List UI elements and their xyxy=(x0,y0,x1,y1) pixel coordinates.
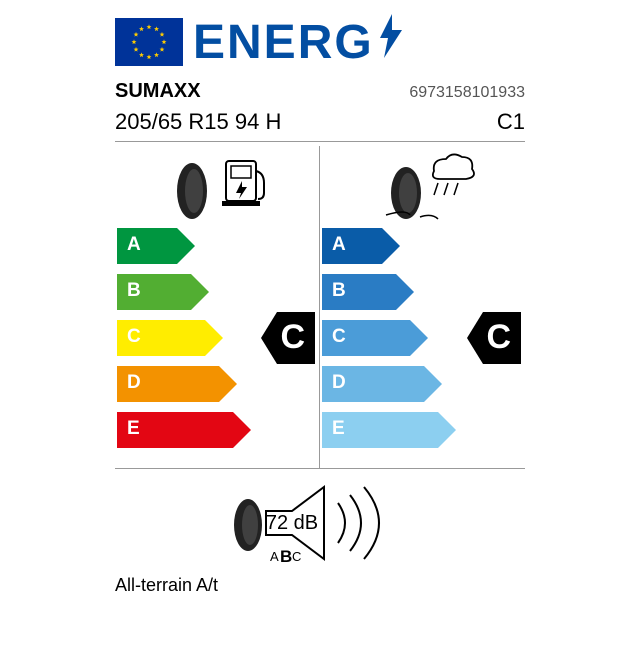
grade-arrow-c: C xyxy=(322,320,428,356)
grade-arrow-b: B xyxy=(117,274,209,310)
energy-text: ENERG xyxy=(193,15,374,70)
product-name: All-terrain A/t xyxy=(115,569,525,596)
grade-arrow-e: E xyxy=(322,412,456,448)
rating-panels: ABCDEC ABCDEC xyxy=(115,146,525,469)
brand-row: SUMAXX 6973158101933 xyxy=(115,78,525,103)
grade-arrow-d: D xyxy=(322,366,442,402)
noise-panel: 72 dB A B C xyxy=(115,469,525,569)
fuel-arrows: ABCDEC xyxy=(115,228,319,458)
eu-tyre-label: ENERG SUMAXX 6973158101933 205/65 R15 94… xyxy=(115,10,525,596)
rain-cloud-icon xyxy=(320,152,525,224)
fuel-pump-icon xyxy=(115,152,319,224)
rating-badge: C xyxy=(261,312,315,364)
spec-row: 205/65 R15 94 H C1 xyxy=(115,103,525,142)
header-logo: ENERG xyxy=(115,10,525,78)
grade-arrow-c: C xyxy=(117,320,223,356)
rating-badge: C xyxy=(467,312,521,364)
fuel-efficiency-panel: ABCDEC xyxy=(115,146,320,468)
wet-grip-panel: ABCDEC xyxy=(320,146,525,468)
svg-text:72 dB: 72 dB xyxy=(266,512,318,534)
brand-name: SUMAXX xyxy=(115,80,201,103)
tyre-spec: 205/65 R15 94 H xyxy=(115,109,281,135)
energy-wordmark: ENERG xyxy=(193,14,406,70)
wet-arrows: ABCDEC xyxy=(320,228,525,458)
grade-arrow-a: A xyxy=(117,228,195,264)
noise-icon: 72 dB A B C xyxy=(220,479,420,565)
svg-text:B: B xyxy=(280,547,292,565)
grade-arrow-b: B xyxy=(322,274,414,310)
tyre-class: C1 xyxy=(497,109,525,135)
grade-arrow-a: A xyxy=(322,228,400,264)
svg-text:C: C xyxy=(292,549,301,564)
grade-arrow-d: D xyxy=(117,366,237,402)
svg-text:A: A xyxy=(270,549,279,564)
bolt-icon xyxy=(376,14,406,70)
eu-flag-icon xyxy=(115,18,183,66)
product-ean: 6973158101933 xyxy=(409,84,525,102)
grade-arrow-e: E xyxy=(117,412,251,448)
